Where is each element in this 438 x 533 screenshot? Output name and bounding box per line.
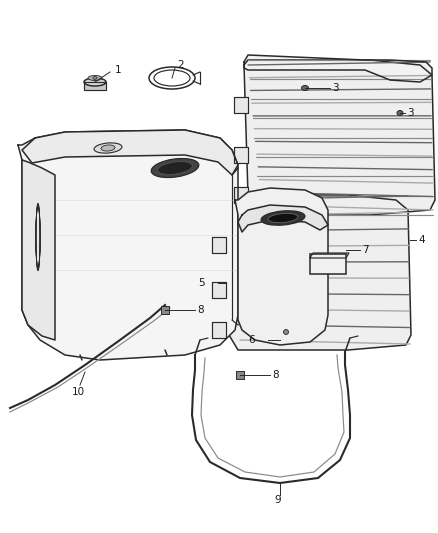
Ellipse shape [84, 78, 106, 86]
Ellipse shape [88, 76, 102, 80]
Ellipse shape [397, 110, 403, 116]
Text: 1: 1 [115, 65, 122, 75]
Polygon shape [212, 322, 226, 338]
Text: 6: 6 [248, 335, 255, 345]
Bar [236, 371, 244, 379]
Text: 4: 4 [418, 235, 424, 245]
Polygon shape [234, 97, 248, 113]
Text: 3: 3 [332, 83, 339, 93]
Polygon shape [22, 130, 238, 175]
Text: 10: 10 [71, 387, 85, 397]
Ellipse shape [93, 77, 97, 79]
Polygon shape [310, 253, 349, 258]
Polygon shape [18, 130, 238, 360]
Polygon shape [212, 282, 226, 298]
Polygon shape [244, 55, 432, 82]
Text: 5: 5 [198, 278, 205, 288]
Bar [310, 254, 346, 274]
Polygon shape [22, 160, 55, 340]
Ellipse shape [261, 211, 305, 225]
Text: 8: 8 [272, 370, 279, 380]
Text: 7: 7 [362, 245, 369, 255]
Text: 3: 3 [407, 108, 413, 118]
Polygon shape [238, 205, 328, 232]
Text: 8: 8 [197, 305, 204, 315]
Polygon shape [234, 147, 248, 163]
Ellipse shape [301, 85, 308, 91]
Ellipse shape [283, 329, 289, 335]
Polygon shape [244, 60, 435, 215]
Ellipse shape [101, 145, 115, 151]
Bar [161, 306, 169, 314]
Text: 9: 9 [275, 495, 281, 505]
Polygon shape [235, 188, 328, 345]
Ellipse shape [158, 161, 192, 174]
Polygon shape [220, 195, 411, 350]
Ellipse shape [268, 213, 298, 223]
Ellipse shape [94, 143, 122, 153]
Ellipse shape [151, 158, 199, 177]
Polygon shape [84, 82, 106, 90]
Ellipse shape [324, 262, 332, 274]
Polygon shape [212, 237, 226, 253]
Polygon shape [234, 187, 248, 203]
Text: 2: 2 [177, 60, 184, 70]
